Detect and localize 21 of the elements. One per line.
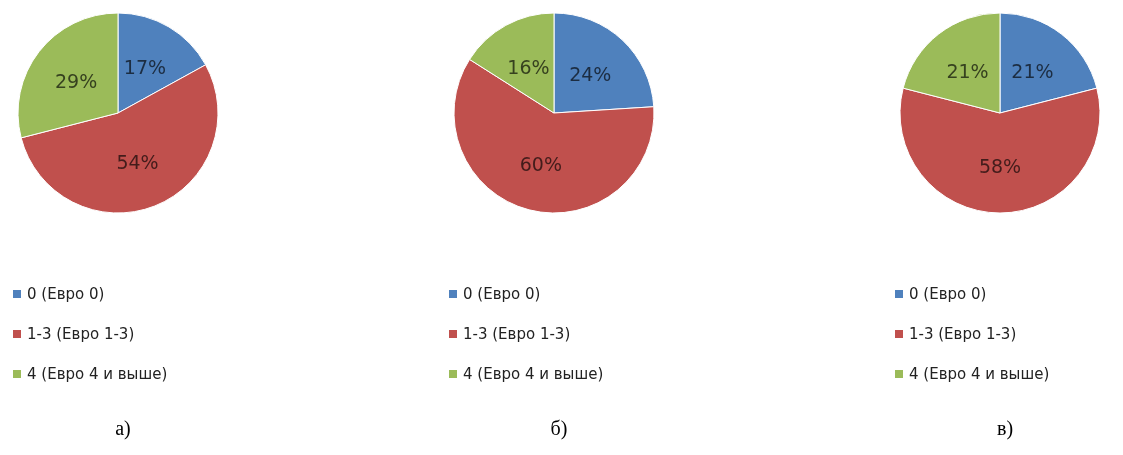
data-label: 17%: [123, 56, 167, 79]
legend-label: 4 (Евро 4 и выше): [27, 365, 168, 383]
legend-label: 0 (Евро 0): [909, 285, 987, 303]
data-label: 16%: [507, 55, 550, 78]
text: б): [550, 417, 568, 440]
data-label: 60%: [519, 153, 562, 176]
data-label: 21%: [1011, 60, 1054, 83]
data-label: 58%: [978, 155, 1022, 177]
legend-label: 4 (Евро 4 и выше): [909, 365, 1050, 383]
legend-label: 0 (Евро 0): [463, 285, 541, 303]
data-label: 29%: [55, 69, 98, 92]
legend-label: 4 (Евро 4 и выше): [463, 365, 604, 383]
data-label: 21%: [946, 60, 989, 83]
legend-label: 1-3 (Евро 1-3): [463, 325, 571, 343]
legend-label: 1-3 (Евро 1-3): [27, 325, 135, 343]
text: в): [996, 417, 1014, 440]
text: а): [115, 417, 131, 440]
data-label: 24%: [569, 63, 612, 86]
data-label: 54%: [116, 151, 159, 174]
legend-label: 0 (Евро 0): [27, 285, 105, 303]
legend-label: 1-3 (Евро 1-3): [909, 325, 1017, 343]
